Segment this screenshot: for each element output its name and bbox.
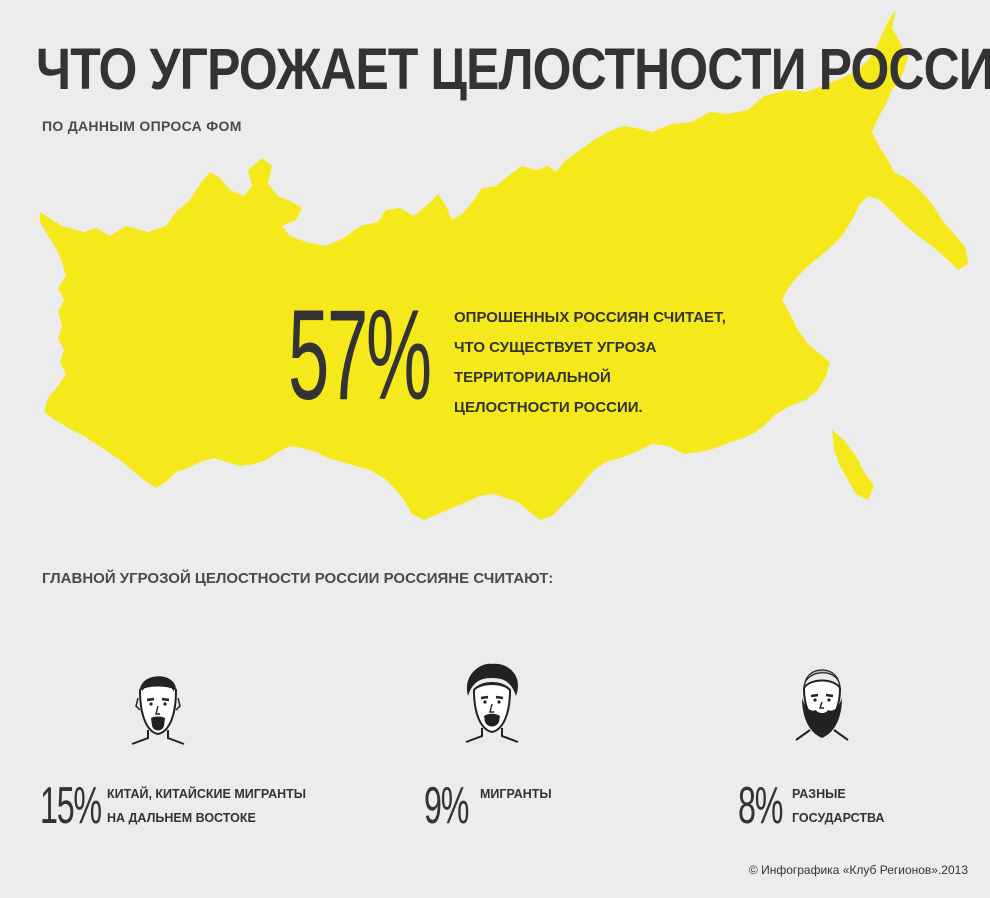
- main-stat-line-2: ЧТО СУЩЕСТВУЕТ УГРОЗА: [454, 339, 657, 356]
- main-stat-line-3: ТЕРРИТОРИАЛЬНОЙ: [454, 369, 611, 386]
- threat-2-label-line-1: МИГРАНТЫ: [480, 787, 552, 801]
- russia-map-shape: [40, 10, 968, 520]
- main-percent: 57%: [288, 284, 432, 427]
- threat-3-label-line-1: РАЗНЫЕ: [792, 787, 846, 801]
- threat-1-label-line-2: НА ДАЛЬНЕМ ВОСТОКЕ: [107, 811, 256, 825]
- threat-1-percent: 15%: [40, 777, 102, 835]
- threat-3-label-line-2: ГОСУДАРСТВА: [792, 811, 885, 825]
- threat-2-label: МИГРАНТЫ: [480, 782, 552, 806]
- threat-3-label: РАЗНЫЕ ГОСУДАРСТВА: [792, 782, 884, 830]
- main-stat-line-1: ОПРОШЕННЫХ РОССИЯН СЧИТАЕТ,: [454, 309, 726, 326]
- threats-heading: ГЛАВНОЙ УГРОЗОЙ ЦЕЛОСТНОСТИ РОССИИ РОССИ…: [42, 570, 554, 587]
- footer-credit: © Инфографика «Клуб Регионов».2013: [748, 863, 968, 877]
- threat-3-percent: 8%: [738, 777, 783, 835]
- main-stat-text: ОПРОШЕННЫХ РОССИЯН СЧИТАЕТ, ЧТО СУЩЕСТВУ…: [454, 303, 754, 423]
- face-man-full-beard-icon: [795, 669, 849, 741]
- threat-1-label-line-1: КИТАЙ, КИТАЙСКИЕ МИГРАНТЫ: [107, 787, 306, 801]
- page-subtitle: ПО ДАННЫМ ОПРОСА ФОМ: [42, 118, 242, 134]
- face-man-curly-hair-icon: [465, 663, 519, 743]
- page-title: ЧТО УГРОЖАЕТ ЦЕЛОСТНОСТИ РОССИИ: [36, 37, 990, 102]
- threat-1-label: КИТАЙ, КИТАЙСКИЕ МИГРАНТЫ НА ДАЛЬНЕМ ВОС…: [107, 782, 306, 830]
- main-stat-line-4: ЦЕЛОСТНОСТИ РОССИИ.: [454, 399, 643, 416]
- face-man-goatee-icon: [131, 676, 185, 745]
- threat-2-percent: 9%: [424, 777, 469, 835]
